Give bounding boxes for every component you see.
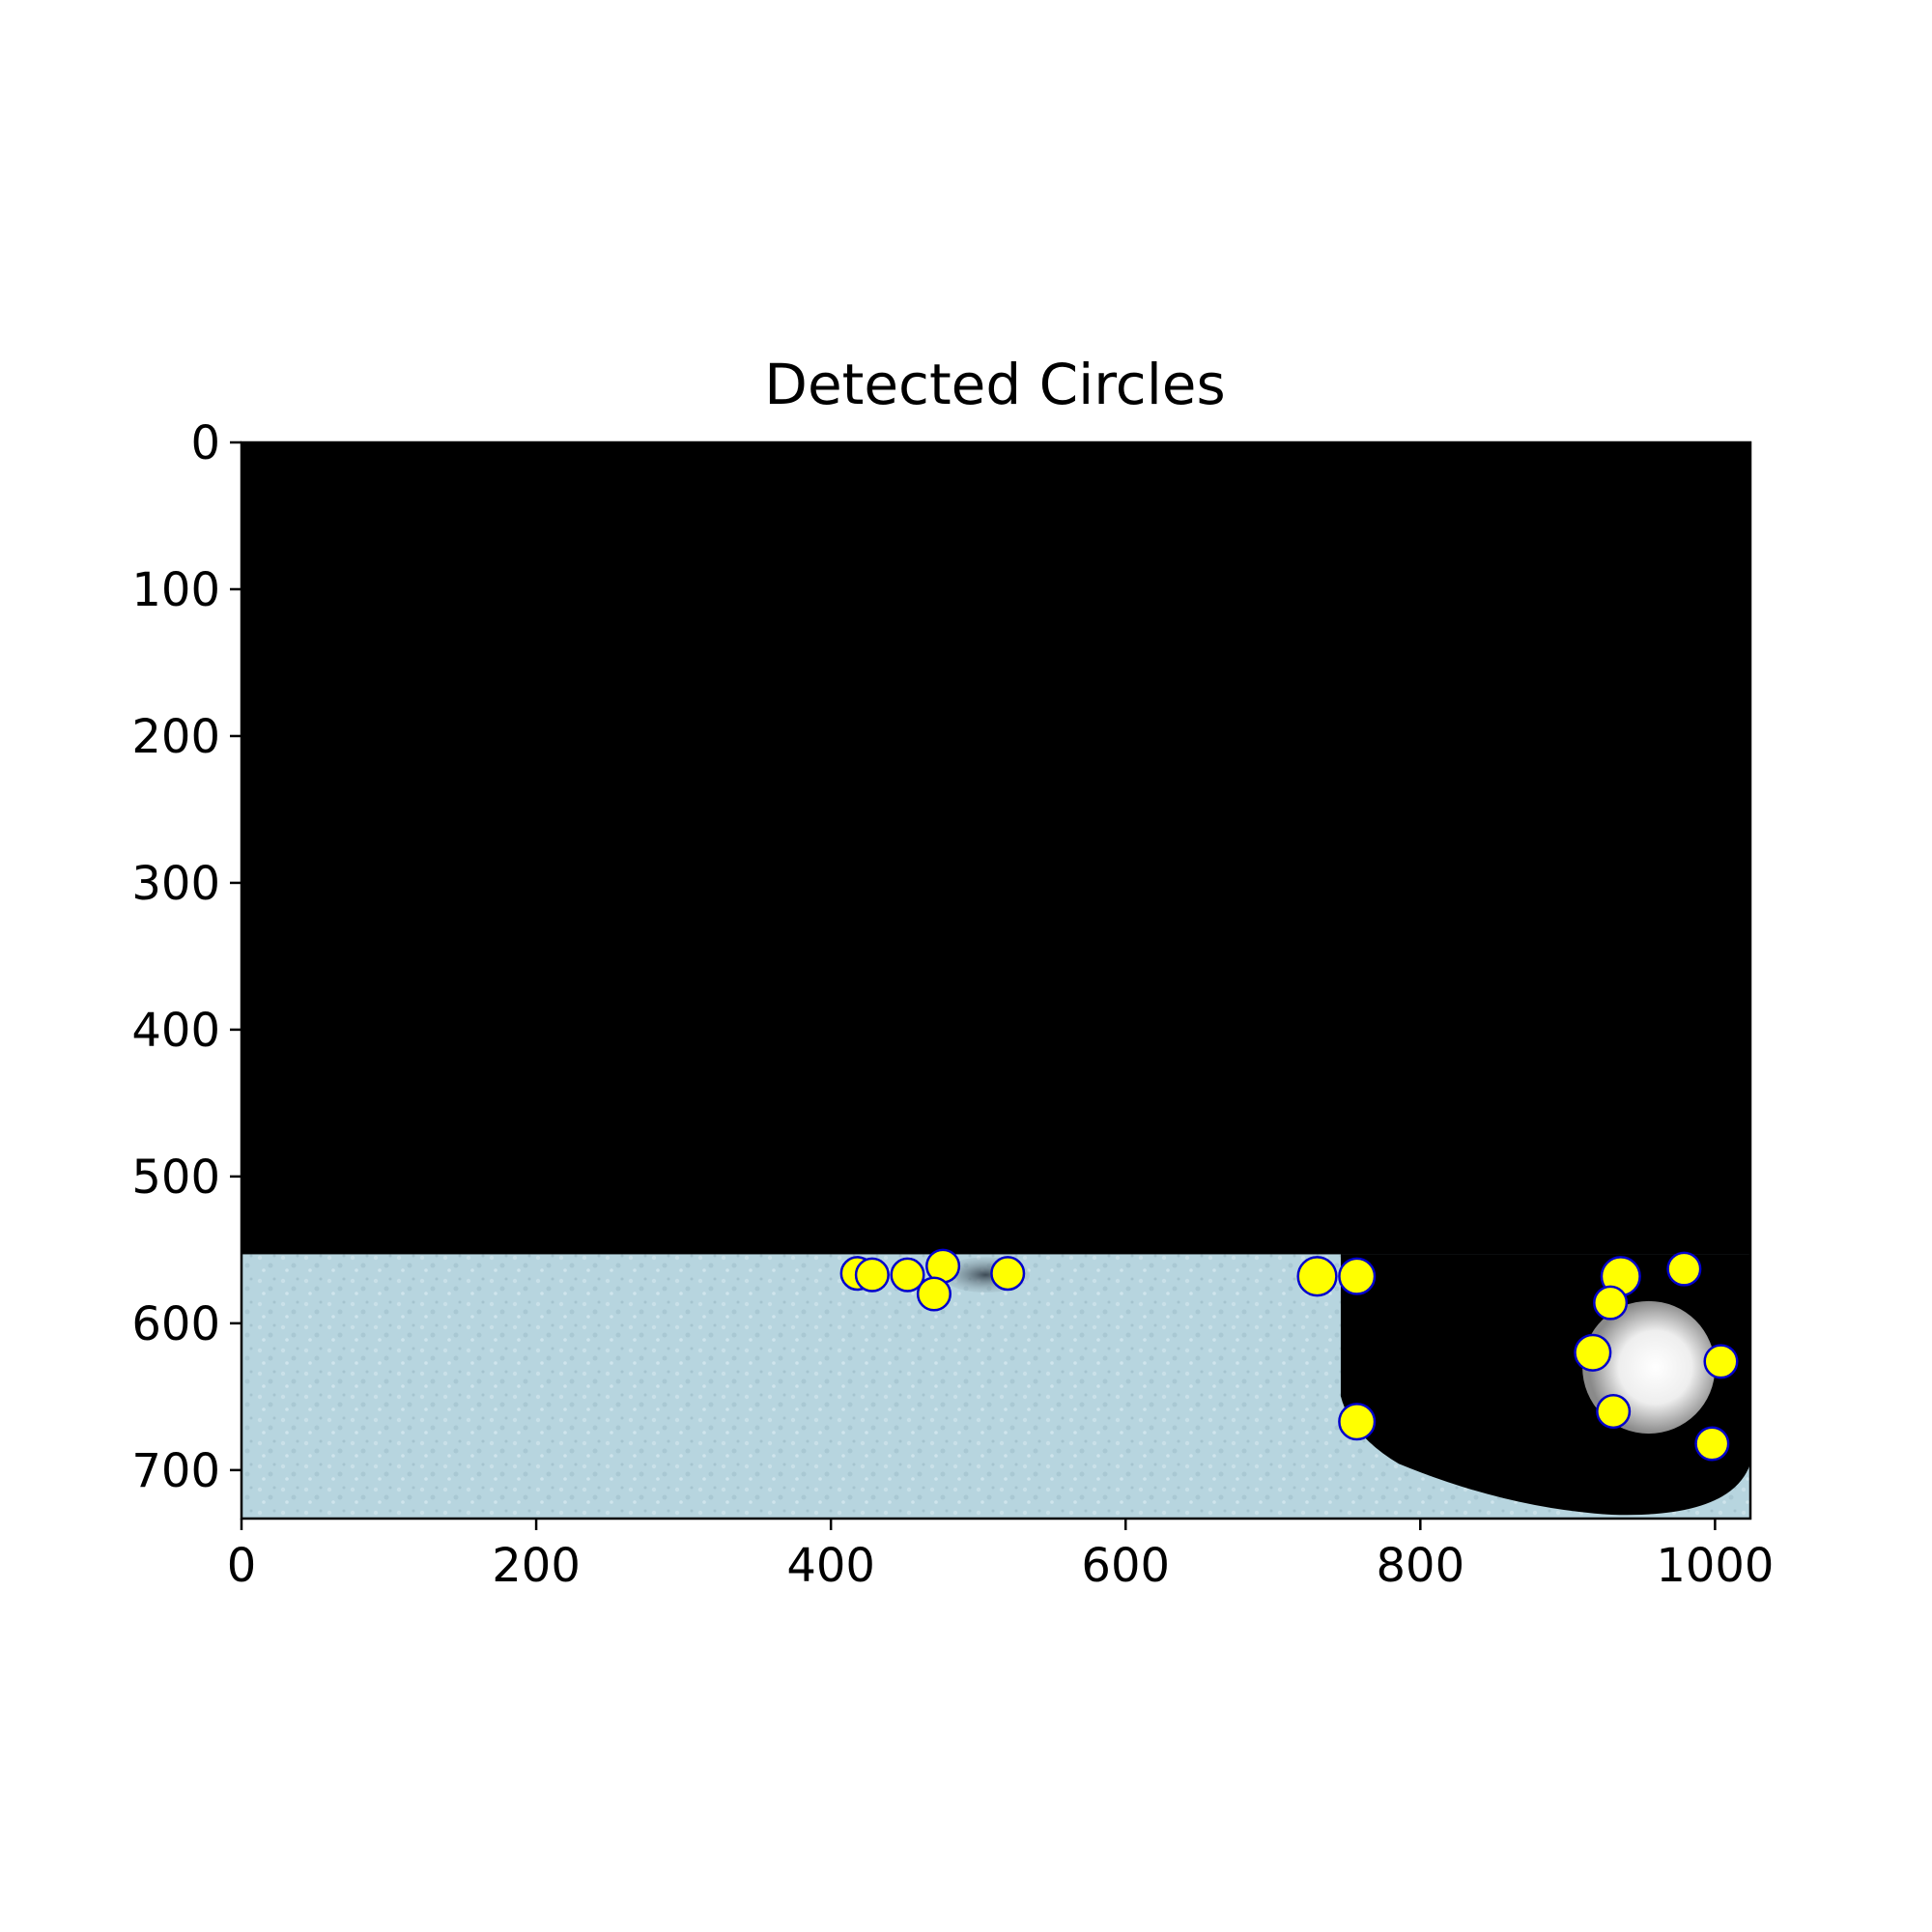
- y-tick-label: 200: [131, 710, 220, 764]
- x-tick-label: 800: [1377, 1539, 1465, 1593]
- circle-marker: [1666, 1251, 1702, 1287]
- x-tick-label: 1000: [1656, 1539, 1774, 1593]
- circle-marker: [1596, 1394, 1632, 1430]
- y-tick-label: 400: [131, 1004, 220, 1058]
- plot-image: [242, 442, 1750, 1519]
- y-axis: 0 100 200 300 400 500 600 700: [131, 416, 242, 1498]
- detected-circle-markers: [839, 1248, 1739, 1462]
- circle-marker: [1574, 1333, 1612, 1372]
- circle-marker: [990, 1256, 1026, 1292]
- circle-marker: [1338, 1403, 1377, 1441]
- circle-marker: [854, 1257, 890, 1293]
- y-tick-label: 100: [131, 563, 220, 617]
- y-tick-label: 600: [131, 1297, 220, 1351]
- x-tick-label: 600: [1081, 1539, 1170, 1593]
- circle-marker: [1296, 1256, 1338, 1297]
- y-tick-label: 700: [131, 1444, 220, 1498]
- circle-marker: [1593, 1285, 1629, 1321]
- y-tick-label: 0: [190, 416, 220, 470]
- circle-marker: [1338, 1257, 1377, 1295]
- circle-marker: [890, 1257, 925, 1293]
- circle-marker: [1703, 1344, 1739, 1379]
- y-tick-label: 500: [131, 1151, 220, 1205]
- x-tick-label: 400: [786, 1539, 875, 1593]
- y-tick-label: 300: [131, 857, 220, 911]
- x-tick-label: 200: [492, 1539, 581, 1593]
- x-tick-label: 0: [227, 1539, 257, 1593]
- x-axis: 0 200 400 600 800 1000: [227, 1519, 1774, 1593]
- circle-marker: [916, 1276, 952, 1312]
- circle-marker: [1694, 1426, 1730, 1462]
- chart-title: Detected Circles: [764, 352, 1225, 417]
- axes-frame: [240, 440, 1752, 1520]
